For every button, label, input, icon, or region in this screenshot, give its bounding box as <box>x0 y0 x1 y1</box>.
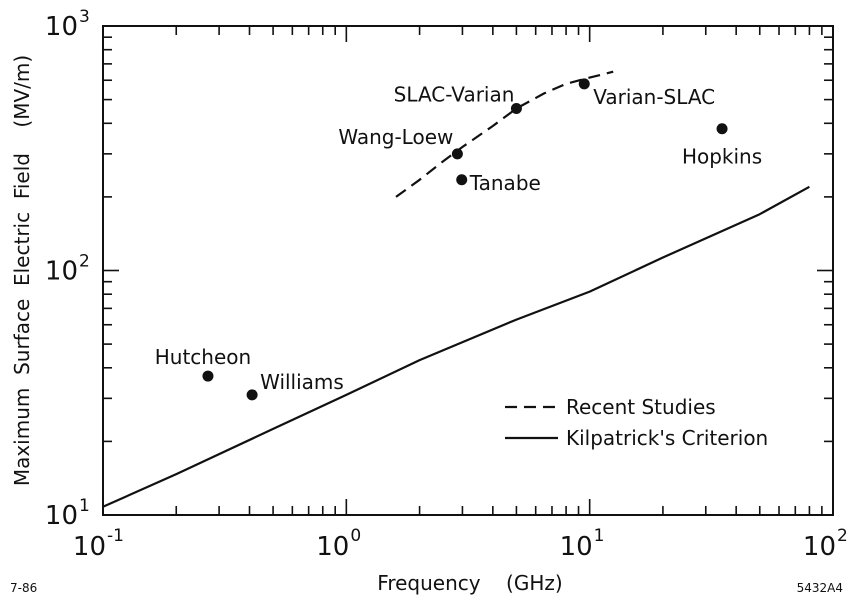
data-point-slac-varian <box>510 102 522 114</box>
x-tick-label: 10 -1 <box>73 526 124 562</box>
legend-label: Kilpatrick's Criterion <box>566 426 768 450</box>
x-axis-label: Frequency (GHz) <box>377 571 562 595</box>
x-tick-label-exponent: 2 <box>837 526 848 546</box>
data-point-williams <box>246 389 258 401</box>
figure-id-code: 5432A4 <box>796 581 843 595</box>
y-tick-label: 10 2 <box>45 252 90 287</box>
x-tick-label: 10 2 <box>803 526 848 562</box>
point-label-williams: Williams <box>260 370 344 394</box>
y-tick-label-base: 10 <box>45 257 78 287</box>
series-lines <box>102 70 810 508</box>
y-tick-label-exponent: 3 <box>79 7 90 27</box>
data-point-wang-loew <box>451 148 463 160</box>
x-tick-label-base: 10 <box>316 532 349 562</box>
data-point-tanabe <box>456 174 468 186</box>
point-label-hopkins: Hopkins <box>682 145 762 169</box>
data-point-hopkins <box>716 123 728 135</box>
data-point-hutcheon <box>202 370 214 382</box>
y-tick-label-exponent: 2 <box>79 252 90 272</box>
x-tick-label: 10 0 <box>316 526 361 562</box>
y-tick-label: 10 3 <box>45 7 90 42</box>
major-ticks <box>102 25 834 516</box>
x-tick-label-base: 10 <box>560 532 593 562</box>
kilpatrick-criterion-line <box>102 185 810 508</box>
point-label-hutcheon: Hutcheon <box>155 345 251 369</box>
y-tick-label-base: 10 <box>45 12 78 42</box>
point-labels: Hutcheon Williams Wang-Loew Tanabe SLAC-Vari… <box>155 82 762 393</box>
data-point-varian-slac <box>578 78 590 90</box>
legend-label: Recent Studies <box>566 395 716 419</box>
figure-date-code: 7-86 <box>10 581 38 595</box>
data-points <box>202 78 728 401</box>
minor-ticks <box>103 26 833 515</box>
y-axis-label: Maximum Surface Electric Field (MV/m) <box>10 55 34 486</box>
x-tick-label-exponent: 1 <box>594 526 605 546</box>
point-label-varian-slac: Varian-SLAC <box>593 85 715 109</box>
recent-studies-line <box>395 70 614 198</box>
point-label-wang-loew: Wang-Loew <box>338 125 453 149</box>
x-tick-label-exponent: 0 <box>350 526 361 546</box>
point-label-slac-varian: SLAC-Varian <box>394 82 515 106</box>
x-tick-labels: 10 -1 10 0 10 1 10 2 <box>73 526 848 562</box>
point-label-tanabe: Tanabe <box>469 171 541 195</box>
y-tick-label: 10 1 <box>45 496 90 531</box>
legend: Recent Studies Kilpatrick's Criterion <box>505 395 768 450</box>
y-tick-label-base: 10 <box>45 501 78 531</box>
x-tick-label-base: 10 <box>73 532 106 562</box>
y-tick-label-exponent: 1 <box>79 496 90 516</box>
x-tick-label-base: 10 <box>803 532 836 562</box>
x-tick-label-exponent: -1 <box>107 526 124 546</box>
x-tick-label: 10 1 <box>560 526 605 562</box>
